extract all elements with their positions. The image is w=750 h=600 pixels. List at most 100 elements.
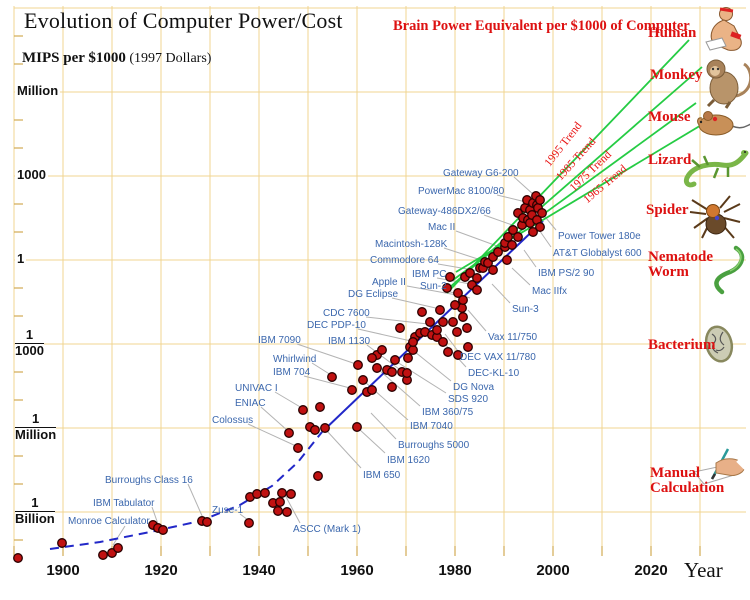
data-point: [284, 428, 294, 438]
animal-label: Lizard: [648, 153, 691, 168]
machine-label: CDC 7600: [323, 308, 370, 319]
data-point: [488, 265, 498, 275]
machine-label: AT&T Globalyst 600: [553, 248, 642, 259]
data-point: [535, 195, 545, 205]
leader-line: [112, 525, 126, 546]
machine-label: IBM PS/2 90: [538, 268, 595, 279]
data-point: [425, 317, 435, 327]
machine-label: Macintosh-128K: [375, 239, 448, 250]
manual-icon: [693, 448, 748, 485]
data-point: [275, 497, 285, 507]
data-point: [503, 232, 513, 242]
machine-label: Gateway G6-200: [443, 168, 519, 179]
gridlines: [13, 6, 746, 546]
machine-label: DEC PDP-10: [307, 320, 366, 331]
machine-label: DG Eclipse: [348, 289, 399, 300]
animal-label-line: Human: [648, 25, 697, 41]
animal-label-line: Mouse: [648, 109, 691, 125]
leader-line: [284, 494, 301, 524]
leader-line: [151, 506, 159, 525]
data-point: [310, 425, 320, 435]
machine-label: DG Nova: [453, 382, 495, 393]
data-point: [358, 375, 368, 385]
machine-label: IBM 704: [273, 367, 311, 378]
data-point: [452, 327, 462, 337]
leader-line: [296, 343, 357, 365]
data-point: [395, 323, 405, 333]
leader-line: [391, 297, 441, 310]
machine-label: PowerMac 8100/80: [418, 186, 505, 197]
data-point: [535, 222, 545, 232]
data-point: [387, 367, 397, 377]
data-point: [202, 517, 212, 527]
leader-line: [511, 267, 531, 286]
leader-line: [467, 309, 487, 332]
y-axis-title: MIPS per $1000 (1997 Dollars): [22, 50, 211, 67]
y-tick-label: 1 Billion: [15, 495, 55, 527]
x-tick-label: 1940: [242, 562, 276, 579]
data-point: [493, 247, 503, 257]
data-point: [438, 337, 448, 347]
data-point: [387, 382, 397, 392]
data-point: [432, 325, 442, 335]
machine-label: DEC VAX 11/780: [460, 352, 536, 363]
data-point: [507, 240, 517, 250]
fraction-denominator: Billion: [15, 510, 55, 526]
machine-label: Mac II: [428, 222, 456, 233]
data-point: [57, 538, 67, 548]
data-point: [347, 385, 357, 395]
trend-line-green: [446, 39, 690, 294]
animal-label-line: Lizard: [648, 152, 692, 168]
leader-line: [378, 369, 421, 407]
animal-label-line: Nematode: [648, 249, 713, 265]
leader-line: [370, 412, 397, 440]
data-point: [450, 300, 460, 310]
data-point: [442, 283, 452, 293]
machine-label: IBM 7040: [410, 421, 453, 432]
machine-label: Mac IIfx: [532, 286, 568, 297]
fraction-numerator: 1: [15, 411, 57, 428]
machine-label: Vax 11/750: [488, 332, 538, 343]
leader-line: [358, 428, 386, 454]
machine-label: UNIVAC I: [235, 383, 278, 394]
animal-label: Nematode Worm: [648, 250, 713, 280]
data-point: [408, 345, 418, 355]
data-point: [438, 317, 448, 327]
machine-label: Colossus: [212, 415, 254, 426]
animal-label-line: Worm: [648, 264, 689, 280]
data-point: [465, 268, 475, 278]
machine-label: SDS 920: [448, 394, 489, 405]
y-tick-label: 1 1000: [15, 327, 44, 359]
animal-label: Mouse: [648, 110, 691, 125]
machine-label: Burroughs 5000: [398, 440, 470, 451]
leader-line: [365, 316, 429, 325]
animal-label-line: Bacterium: [648, 337, 716, 353]
leader-line: [491, 283, 511, 304]
data-point: [472, 285, 482, 295]
data-point: [537, 208, 547, 218]
data-point: [244, 518, 254, 528]
machine-label: Burroughs Class 16: [105, 475, 193, 486]
machine-label: Sun-2: [420, 281, 447, 292]
bacterium-icon: [704, 325, 734, 363]
brain-power-header: Brain Power Equivalent per $1000 of Comp…: [393, 18, 690, 34]
leader-line: [396, 361, 447, 394]
leader-line: [523, 249, 537, 268]
data-point: [313, 471, 323, 481]
data-point: [528, 227, 538, 237]
data-point: [472, 273, 482, 283]
y-tick-label: 1000: [15, 167, 48, 182]
leader-line: [414, 351, 452, 382]
human-icon: [705, 7, 742, 51]
animal-label-line: Spider: [646, 202, 689, 218]
lizard-icon: [683, 150, 749, 188]
leader-line: [406, 285, 463, 297]
animal-icons: [683, 7, 750, 485]
data-point: [377, 345, 387, 355]
data-points: [13, 191, 547, 563]
data-point: [463, 342, 473, 352]
animal-label-line: Monkey: [650, 67, 703, 83]
leader-line: [187, 483, 204, 519]
machine-label: Sun-3: [512, 304, 539, 315]
machine-label: Whirlwind: [273, 354, 317, 365]
